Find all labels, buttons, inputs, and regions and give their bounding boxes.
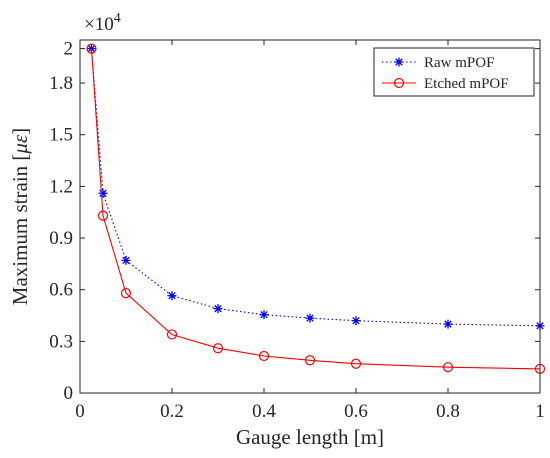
y-tick-label: 0.6 bbox=[49, 280, 73, 301]
y-axis-label: Maximum strain [με] bbox=[8, 128, 32, 305]
legend-item-etched: Etched mPOF bbox=[382, 76, 509, 92]
plot-frame bbox=[79, 39, 541, 394]
data-point bbox=[350, 358, 362, 369]
y-tick-label: 0.9 bbox=[49, 228, 73, 249]
y-tick-label: 0.3 bbox=[49, 331, 73, 352]
ticks-layer: 0 0.2 0.4 0.6 0.8 1 0 0.3 0.6 0.9 1.2 1.5 1.8 2 bbox=[49, 39, 545, 422]
y-axis-label-prefix: Maximum strain [ bbox=[8, 154, 32, 306]
data-point bbox=[167, 291, 177, 301]
legend-marker-symbol bbox=[394, 57, 404, 67]
x-tick-label: 1 bbox=[535, 401, 545, 422]
x-tick-label: 0 bbox=[75, 401, 85, 422]
data-point bbox=[120, 288, 132, 299]
y-tick-label: 1.5 bbox=[49, 125, 73, 146]
legend-marker-symbol bbox=[393, 77, 405, 89]
series-0 bbox=[87, 44, 545, 331]
data-point bbox=[121, 255, 131, 265]
series-line-0 bbox=[90, 48, 541, 327]
legend-label-raw: Raw mPOF bbox=[424, 55, 494, 71]
data-point bbox=[97, 210, 109, 221]
data-point bbox=[213, 304, 223, 314]
data-point bbox=[86, 43, 97, 54]
legend-item-raw: Raw mPOF bbox=[382, 55, 494, 71]
plot-area bbox=[80, 40, 540, 393]
data-point bbox=[259, 310, 269, 320]
y-axis-exponent: ×104 bbox=[84, 11, 121, 35]
data-point bbox=[166, 329, 178, 340]
legend-label-etched: Etched mPOF bbox=[424, 76, 509, 92]
data-point bbox=[98, 188, 108, 198]
x-tick-label: 0.2 bbox=[160, 401, 184, 422]
legend-marker-etched bbox=[393, 77, 405, 89]
data-point bbox=[305, 313, 315, 323]
y-tick-label: 1.2 bbox=[49, 176, 73, 197]
x-tick-label: 0.8 bbox=[436, 401, 460, 422]
x-tick-label: 0.4 bbox=[252, 401, 276, 422]
series-line-1 bbox=[90, 48, 541, 370]
data-point bbox=[351, 316, 361, 326]
exponent-base: ×10 bbox=[84, 14, 114, 35]
data-point bbox=[442, 362, 454, 373]
y-tick-label: 0 bbox=[64, 383, 74, 404]
y-tick-label: 1.8 bbox=[49, 73, 73, 94]
y-axis-label-symbol: με bbox=[8, 134, 32, 155]
y-tick-label: 2 bbox=[64, 39, 74, 60]
x-tick-label: 0.6 bbox=[344, 401, 368, 422]
series-layer bbox=[86, 43, 546, 374]
data-point bbox=[258, 350, 270, 362]
legend-box bbox=[373, 47, 535, 97]
data-point bbox=[212, 343, 224, 354]
legend-marker-raw bbox=[394, 57, 404, 67]
x-axis-label: Gauge length [m] bbox=[236, 425, 384, 449]
y-axis-label-suffix: ] bbox=[8, 128, 32, 135]
data-point bbox=[443, 319, 453, 329]
exponent-power: 4 bbox=[114, 11, 121, 26]
legend: Raw mPOF Etched mPOF bbox=[373, 47, 535, 97]
data-point bbox=[304, 355, 316, 366]
